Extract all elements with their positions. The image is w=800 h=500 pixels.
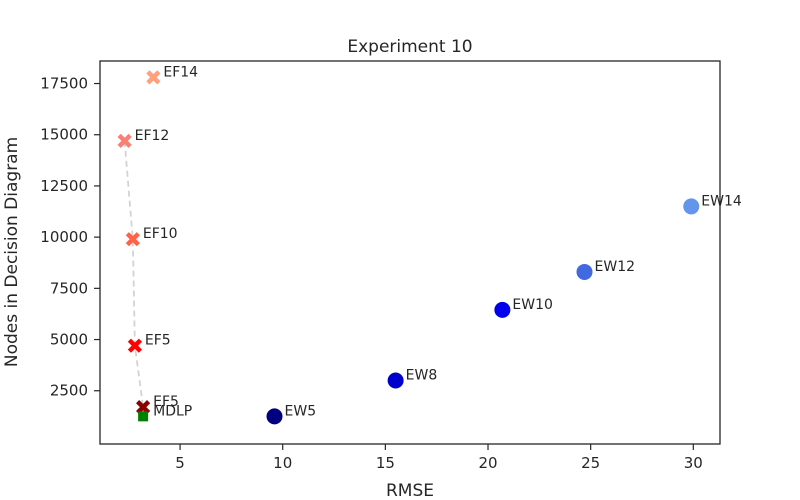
point-ew5-0-marker: [266, 408, 283, 425]
point-mdlp-10-label: MDLP: [153, 403, 192, 419]
y-tick-label: 2500: [50, 382, 88, 400]
frontier-line-layer: [123, 140, 145, 417]
points-layer: [117, 70, 700, 425]
point-ef10-7-label: EF10: [143, 226, 178, 242]
point-ew8-1-label: EW8: [406, 368, 438, 384]
point-ef5-6-marker: [127, 338, 142, 353]
point-ef5-6-label: EF5: [145, 333, 171, 349]
x-tick-label: 20: [478, 454, 497, 472]
frontier-line: [123, 140, 145, 417]
x-tick-label: 5: [175, 454, 185, 472]
point-ef10-7-marker: [125, 232, 140, 247]
point-ew8-1-marker: [387, 372, 404, 389]
x-axis-title: RMSE: [386, 481, 434, 500]
plot-area-frame: [99, 60, 721, 445]
point-ef14-9-label: EF14: [163, 64, 198, 80]
point-ef5-5-marker: [136, 400, 151, 415]
y-tick-label: 12500: [40, 177, 88, 195]
x-tick-label: 25: [581, 454, 600, 472]
point-ew12-3-label: EW12: [595, 259, 636, 275]
point-ew5-0-label: EW5: [285, 403, 317, 419]
point-ew14-4-marker: [683, 198, 700, 215]
y-tick-label: 15000: [40, 126, 88, 144]
x-tick-label: 30: [684, 454, 703, 472]
y-tick-label: 5000: [50, 331, 88, 349]
point-labels-layer: EW5 EW8 EW10 EW12 EW14 EF5 EF5 EF10 EF12 EF14 MDLP: [135, 64, 742, 419]
y-tick-label: 7500: [50, 279, 88, 297]
point-ew14-4-label: EW14: [701, 193, 742, 209]
point-ew10-2-label: EW10: [512, 297, 553, 313]
x-axis: 5 10 15 20 25 30: [175, 444, 703, 472]
x-tick-label: 15: [376, 454, 395, 472]
point-mdlp-10-marker: [138, 411, 149, 422]
y-tick-label: 17500: [40, 75, 88, 93]
y-axis: 2500 5000 7500 10000 12500 15000 17500: [40, 75, 100, 400]
chart-title: Experiment 10: [347, 37, 472, 57]
x-tick-label: 10: [273, 454, 292, 472]
y-tick-label: 10000: [40, 228, 88, 246]
point-ew10-2-marker: [494, 301, 511, 318]
y-axis-title: Nodes in Decision Diagram: [2, 137, 22, 367]
point-ew12-3-marker: [576, 263, 593, 280]
point-ef12-8-marker: [117, 133, 132, 148]
point-ef12-8-label: EF12: [135, 128, 170, 144]
point-ef5-5-label: EF5: [153, 394, 179, 410]
point-ef14-9-marker: [146, 70, 161, 85]
